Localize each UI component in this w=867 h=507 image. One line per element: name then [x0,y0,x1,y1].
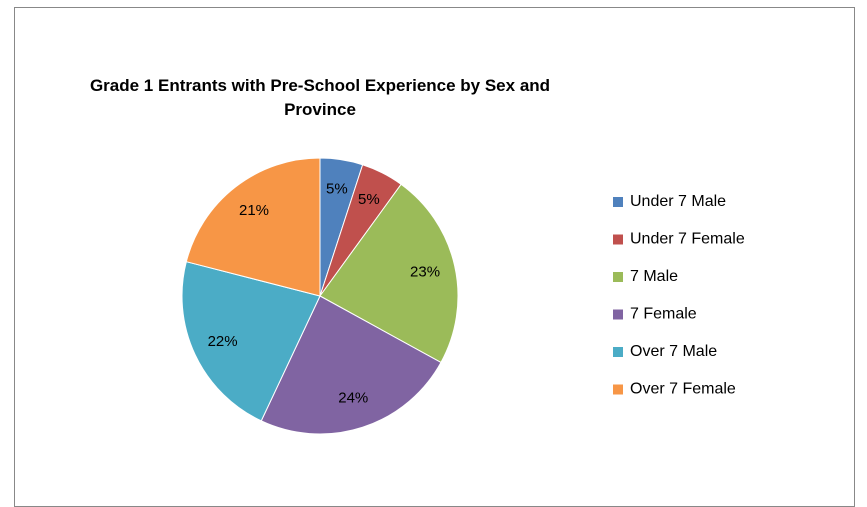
legend-swatch [613,384,623,395]
data-label: 21% [239,202,269,219]
data-label: 23% [410,263,440,280]
pie-slice [185,157,321,297]
pie-slice [181,261,321,422]
legend-label: 7 Female [630,306,697,323]
data-label: 22% [208,333,238,350]
legend-swatch [613,309,623,320]
pie-slice [319,183,459,364]
data-label: 24% [338,389,368,406]
legend-label: Over 7 Male [630,343,717,360]
legend-label: 7 Male [630,268,678,285]
page: Grade 1 Entrants with Pre-School Experie… [14,7,855,507]
pie-slice [260,295,442,435]
chart-title: Grade 1 Entrants with Pre-School Experie… [89,76,551,119]
chart: 5% Under 7 Male 5% Under 7 Female 23% 7 Male 2… [181,157,745,435]
data-label: 5% [326,181,348,198]
legend-swatch [613,197,623,207]
legend-label: Over 7 Female [630,381,736,398]
legend-label: Under 7 Female [630,231,745,248]
legend-swatch [613,234,623,245]
legend-swatch [613,272,623,282]
legend-swatch [613,347,623,357]
legend-label: Under 7 Male [630,193,726,210]
data-label: 5% [358,191,380,208]
